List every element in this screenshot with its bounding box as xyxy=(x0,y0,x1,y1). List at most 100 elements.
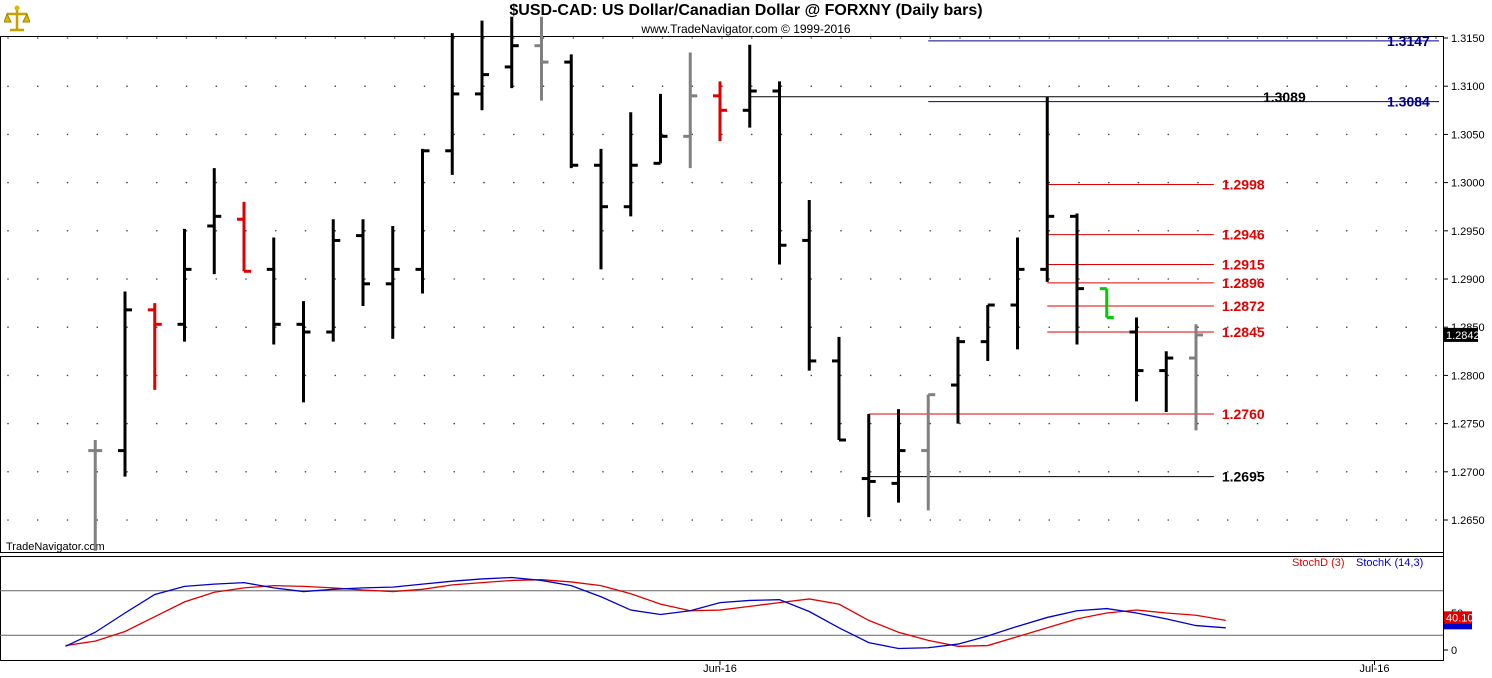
grid-dot xyxy=(36,230,39,232)
grid-dot xyxy=(453,133,456,136)
grid-dot xyxy=(691,133,694,136)
grid-dot xyxy=(155,278,158,280)
grid-dot xyxy=(721,133,723,136)
grid-dot xyxy=(334,133,337,136)
grid-dot xyxy=(393,181,396,184)
grid-dot xyxy=(304,422,307,425)
grid-dot xyxy=(66,326,69,329)
grid-dot xyxy=(304,278,307,280)
grid-dot xyxy=(1167,278,1170,280)
grid-dot xyxy=(1048,230,1051,232)
grid-dot xyxy=(1167,133,1170,136)
grid-dot xyxy=(7,519,9,521)
grid-dot xyxy=(988,133,991,136)
grid-dot xyxy=(810,278,813,280)
grid-dot xyxy=(602,133,604,136)
ohlc-bar xyxy=(832,336,846,442)
grid-dot xyxy=(1286,133,1289,136)
grid-dot xyxy=(1167,326,1170,329)
grid-dot xyxy=(453,37,456,39)
grid-dot xyxy=(185,422,188,425)
grid-dot xyxy=(1197,133,1199,136)
grid-dot xyxy=(869,230,872,232)
grid-dot xyxy=(215,85,218,87)
grid-dot xyxy=(631,133,634,136)
grid-dot xyxy=(988,326,991,329)
grid-dot xyxy=(334,471,337,473)
grid-dot xyxy=(96,471,99,473)
grid-dot xyxy=(1375,181,1378,184)
grid-dot xyxy=(631,326,634,329)
grid-dot xyxy=(691,374,694,377)
grid-dot xyxy=(512,181,515,184)
grid-dot xyxy=(691,181,694,184)
grid-dot xyxy=(750,133,753,136)
grid-dot xyxy=(1256,181,1259,184)
grid-dot xyxy=(1018,326,1021,329)
y-tick-label: 1.2750 xyxy=(1451,419,1485,431)
grid-dot xyxy=(185,519,188,521)
grid-dot xyxy=(721,471,723,473)
grid-dot xyxy=(750,374,753,377)
grid-dot xyxy=(393,133,396,136)
grid-dot xyxy=(215,230,218,232)
grid-dot xyxy=(453,278,456,280)
grid-dot xyxy=(1375,326,1378,329)
grid-dot xyxy=(1018,471,1021,473)
grid-dot xyxy=(1197,471,1199,473)
grid-dot xyxy=(1107,230,1110,232)
grid-dot xyxy=(780,326,783,329)
grid-dot xyxy=(1375,85,1378,87)
grid-dot xyxy=(1405,278,1408,280)
ohlc-bar xyxy=(1129,317,1144,402)
grid-dot xyxy=(721,37,723,39)
chart-subtitle: www.TradeNavigator.com © 1999-2016 xyxy=(641,22,851,36)
grid-dot xyxy=(393,85,396,87)
grid-dot xyxy=(36,37,39,39)
grid-dot xyxy=(1286,37,1289,39)
grid-dot xyxy=(750,471,753,473)
grid-dot xyxy=(572,278,575,280)
ohlc-bar xyxy=(207,168,222,275)
grid-dot xyxy=(840,471,842,473)
grid-dot xyxy=(988,471,991,473)
grid-dot xyxy=(364,181,366,184)
grid-dot xyxy=(155,37,158,39)
grid-dot xyxy=(155,519,158,521)
grid-dot xyxy=(126,374,128,377)
grid-dot xyxy=(512,471,515,473)
grid-dot xyxy=(1197,230,1199,232)
grid-dot xyxy=(1167,519,1170,521)
grid-dot xyxy=(512,37,515,39)
ohlc-bar xyxy=(1099,287,1114,320)
grid-dot xyxy=(155,85,158,87)
grid-dot xyxy=(1316,181,1318,184)
grid-dot xyxy=(1137,181,1140,184)
grid-dot xyxy=(1375,519,1378,521)
grid-dot xyxy=(1345,519,1348,521)
grid-dot xyxy=(393,374,396,377)
grid-dot xyxy=(1316,278,1318,280)
grid-dot xyxy=(988,519,991,521)
grid-dot xyxy=(126,326,128,329)
grid-dot xyxy=(1256,471,1259,473)
grid-dot xyxy=(1405,133,1408,136)
grid-dot xyxy=(661,278,664,280)
y-tick-label: 1.2950 xyxy=(1451,226,1485,238)
grid-dot xyxy=(66,37,69,39)
ohlc-bar xyxy=(1040,96,1055,282)
grid-dot xyxy=(7,85,9,87)
grid-dot xyxy=(334,519,337,521)
x-tick-label: Jul-16 xyxy=(1360,663,1390,675)
grid-dot xyxy=(304,374,307,377)
ohlc-bar xyxy=(1010,237,1025,350)
grid-dot xyxy=(750,230,753,232)
grid-dot xyxy=(1078,181,1080,184)
grid-dot xyxy=(899,374,902,377)
ohlc-bar xyxy=(772,81,787,265)
grid-dot xyxy=(840,85,842,87)
grid-dot xyxy=(810,133,813,136)
grid-dot xyxy=(364,374,366,377)
grid-dot xyxy=(810,471,813,473)
grid-dot xyxy=(245,230,247,232)
